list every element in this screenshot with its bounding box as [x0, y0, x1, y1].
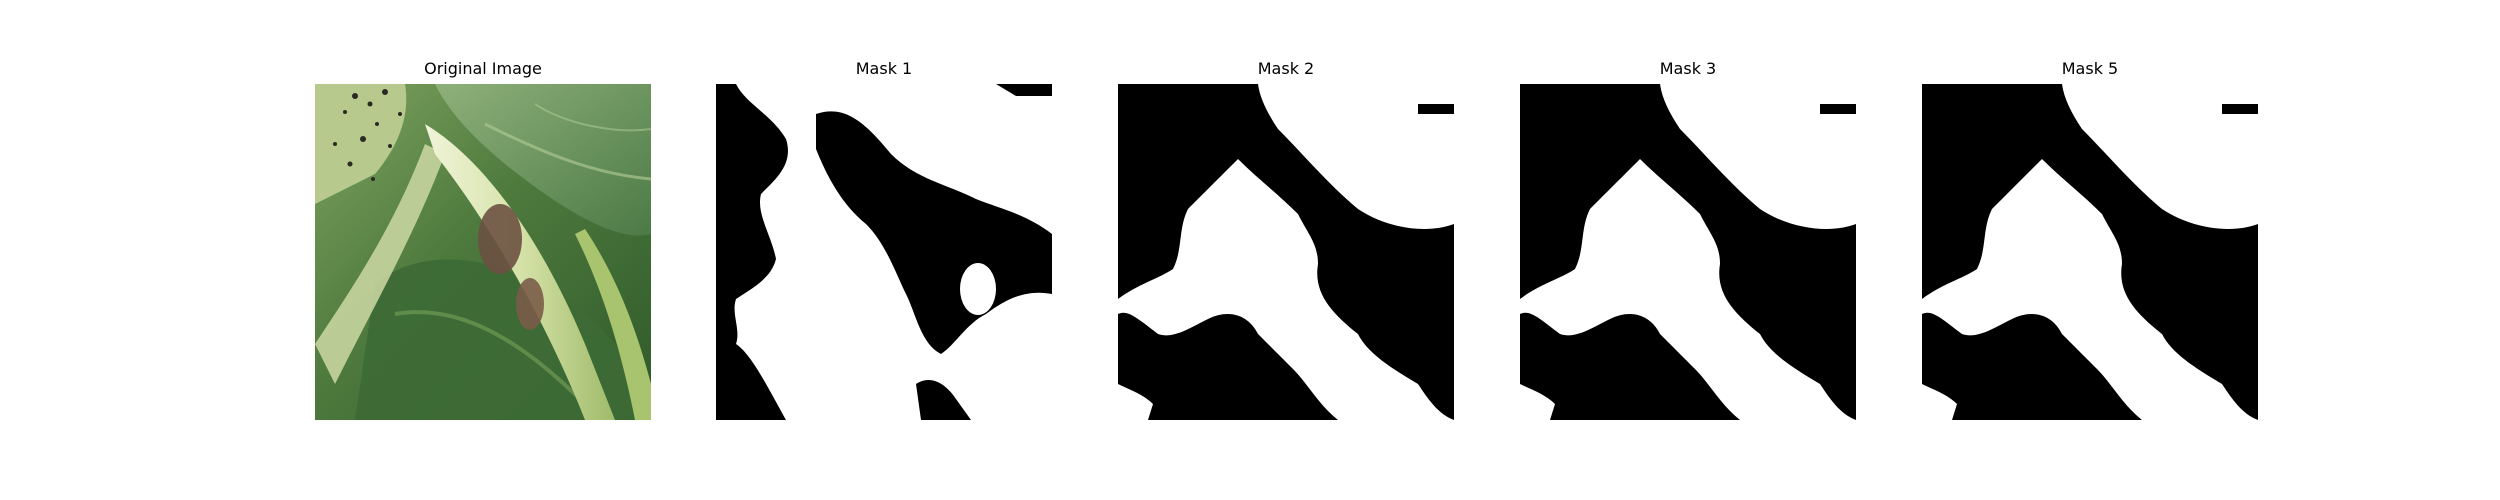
mask-1-hole: [960, 263, 996, 315]
mask-1-region-left: [716, 84, 788, 420]
panel-mask-2: Mask 2: [1118, 58, 1454, 424]
photo-leaf-vein-1: [484, 122, 651, 181]
mask-5-image: [1922, 84, 2258, 420]
panel-title-mask-1: Mask 1: [855, 59, 913, 78]
mask-2-image: [1118, 84, 1454, 420]
photo-top-right-leaf: [435, 84, 651, 236]
mask-3-region-bottom-left: [1520, 384, 1555, 420]
mask-2-region-top: [1258, 84, 1454, 229]
panel-mask-5: Mask 5: [1922, 58, 2258, 424]
photo-top-left-stem: [315, 84, 407, 204]
photo-main-stem: [425, 124, 615, 420]
panel-title-mask-5: Mask 5: [2061, 59, 2119, 78]
mask-3-region-center: [1520, 159, 1856, 420]
mask-1-region-bottom: [916, 379, 971, 420]
mask-5-region-center: [1922, 159, 2258, 420]
photo-leaf-vein-2: [534, 103, 651, 132]
mask-2-region-bottom-left: [1118, 384, 1153, 420]
photo-right-stem: [575, 229, 651, 420]
photo-insect-dots: [333, 89, 402, 181]
panel-title-mask-2: Mask 2: [1257, 59, 1315, 78]
mask-1-region-top-right: [996, 84, 1052, 96]
mask-3-notch: [1820, 104, 1856, 114]
mask-5-notch: [2222, 104, 2258, 114]
mask-2-region-center: [1118, 159, 1454, 420]
mask-1-image: [716, 84, 1052, 420]
photo-lower-leaf-vein: [394, 310, 587, 406]
original-image: [315, 84, 651, 420]
mask-3-image: [1520, 84, 1856, 420]
mask-2-notch: [1418, 104, 1454, 114]
mask-5-region-bottom-left: [1922, 384, 1957, 420]
photo-brown-cluster-2: [516, 278, 544, 330]
mask-5-region-top: [2062, 84, 2258, 229]
mask-3-region-top: [1660, 84, 1856, 229]
panel-original-image: Original Image: [315, 58, 651, 424]
panel-mask-3: Mask 3: [1520, 58, 1856, 424]
photo-left-stem: [315, 144, 445, 384]
panel-mask-1: Mask 1: [716, 58, 1052, 424]
panel-title-mask-3: Mask 3: [1659, 59, 1717, 78]
panel-title-original-image: Original Image: [424, 59, 542, 78]
photo-brown-cluster-1: [478, 204, 522, 274]
